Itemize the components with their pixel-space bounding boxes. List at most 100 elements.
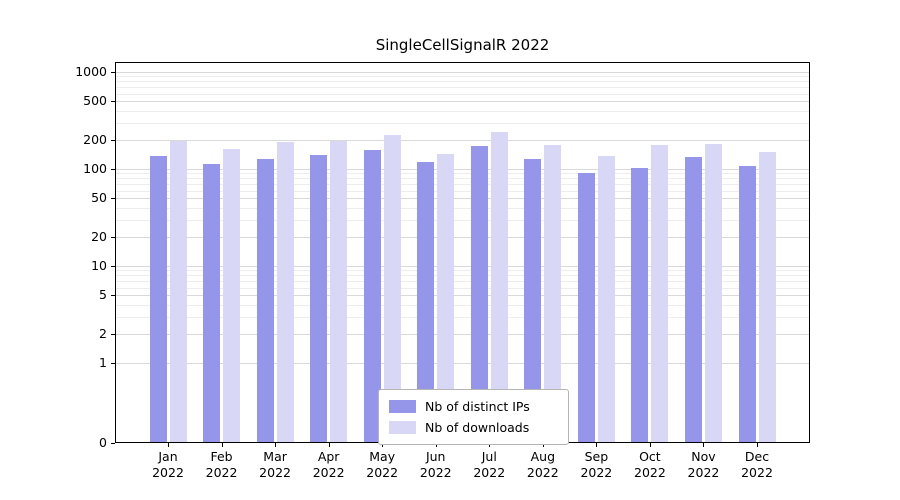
x-tick-label: Jan 2022 [152, 449, 184, 480]
y-tick-label: 500 [83, 93, 107, 109]
y-tick-mark [111, 443, 115, 444]
chart-legend: Nb of distinct IPs Nb of downloads [378, 389, 569, 445]
major-gridline [116, 363, 809, 364]
major-gridline [116, 295, 809, 297]
y-tick-mark [111, 333, 115, 335]
major-gridline [116, 333, 809, 335]
bar-nb-of-downloads-jun [437, 154, 455, 443]
y-tick-mark [111, 72, 115, 73]
minor-gridline [116, 178, 809, 180]
x-tick-mark [435, 443, 437, 447]
major-gridline [116, 139, 809, 141]
minor-gridline [116, 270, 809, 272]
bar-nb-of-distinct-ips-nov [684, 157, 702, 443]
y-tick-mark [111, 266, 115, 267]
legend-item-downloads: Nb of downloads [389, 417, 558, 438]
x-tick-label: Mar 2022 [259, 449, 291, 480]
x-tick-mark [275, 443, 277, 447]
major-gridline [116, 169, 809, 170]
x-tick-mark [596, 443, 598, 447]
legend-label-distinct-ips: Nb of distinct IPs [425, 399, 530, 414]
bar-nb-of-downloads-jan [169, 140, 187, 443]
legend-item-distinct-ips: Nb of distinct IPs [389, 396, 558, 417]
x-tick-mark [382, 443, 384, 447]
bar-nb-of-downloads-nov [704, 143, 722, 443]
x-tick-label: Feb 2022 [205, 449, 238, 480]
minor-gridline [116, 184, 809, 186]
y-tick-mark [111, 139, 115, 141]
legend-swatch-downloads [389, 421, 416, 434]
x-tick-label: Nov 2022 [687, 449, 720, 480]
major-gridline [116, 266, 809, 267]
bar-nb-of-downloads-sep [597, 156, 615, 443]
minor-gridline [116, 81, 809, 83]
y-tick-mark [111, 101, 115, 103]
bar-nb-of-downloads-aug [544, 145, 562, 443]
major-gridline [116, 198, 809, 200]
x-tick-label: Aug 2022 [526, 449, 559, 480]
minor-gridline [116, 190, 809, 192]
bar-nb-of-distinct-ips-jan [149, 156, 167, 443]
bar-nb-of-distinct-ips-dec [738, 165, 756, 443]
major-gridline [116, 72, 809, 73]
y-tick-mark [111, 169, 115, 170]
bar-nb-of-distinct-ips-jun [417, 162, 435, 443]
y-tick-label: 1 [99, 355, 107, 370]
legend-swatch-distinct-ips [389, 400, 416, 413]
minor-gridline [116, 122, 809, 124]
x-tick-label: Oct 2022 [634, 449, 666, 480]
minor-gridline [116, 76, 809, 78]
bar-nb-of-distinct-ips-feb [203, 164, 221, 443]
chart-title: SingleCellSignalR 2022 [375, 36, 550, 54]
bar-nb-of-downloads-feb [223, 148, 241, 443]
x-tick-mark [221, 443, 223, 447]
y-tick-label: 10 [91, 258, 107, 273]
bar-nb-of-downloads-mar [276, 141, 294, 443]
minor-gridline [116, 87, 809, 89]
bar-nb-of-downloads-apr [330, 140, 348, 443]
y-tick-label: 20 [91, 228, 107, 244]
y-tick-label: 50 [91, 190, 107, 206]
y-tick-mark [111, 295, 115, 297]
bar-nb-of-distinct-ips-aug [524, 159, 542, 443]
bar-nb-of-downloads-may [383, 135, 401, 443]
y-tick-mark [111, 236, 115, 238]
bar-nb-of-distinct-ips-oct [631, 167, 649, 443]
x-tick-label: Apr 2022 [312, 449, 345, 480]
bar-nb-of-distinct-ips-jul [470, 146, 488, 443]
minor-gridline [116, 93, 809, 95]
minor-gridline [116, 275, 809, 277]
bar-nb-of-distinct-ips-may [363, 149, 381, 443]
minor-gridline [116, 316, 809, 318]
bar-nb-of-downloads-dec [758, 152, 776, 443]
bar-nb-of-downloads-oct [651, 144, 669, 443]
minor-gridline [116, 281, 809, 283]
major-gridline [116, 101, 809, 103]
minor-gridline [116, 304, 809, 306]
x-tick-mark [168, 443, 169, 447]
x-tick-label: Jun 2022 [419, 449, 452, 480]
x-tick-mark [649, 443, 651, 447]
minor-gridline [116, 110, 809, 112]
y-tick-mark [111, 198, 115, 200]
x-tick-mark [489, 443, 491, 447]
y-tick-label: 0 [99, 435, 107, 450]
legend-label-downloads: Nb of downloads [425, 420, 530, 435]
x-tick-mark [757, 443, 758, 447]
bar-nb-of-distinct-ips-apr [310, 155, 328, 443]
x-tick-label: Jul 2022 [473, 449, 506, 480]
y-tick-label: 5 [99, 287, 107, 303]
x-tick-mark [703, 443, 705, 447]
y-tick-label: 200 [83, 131, 107, 147]
x-tick-mark [542, 443, 544, 447]
major-gridline [116, 236, 809, 238]
minor-gridline [116, 207, 809, 209]
x-tick-label: Sep 2022 [580, 449, 613, 480]
y-tick-label: 2 [99, 325, 107, 341]
bar-nb-of-distinct-ips-mar [256, 158, 274, 443]
y-tick-mark [111, 363, 115, 364]
x-tick-mark [328, 443, 330, 447]
x-tick-label: Dec 2022 [741, 449, 773, 480]
bar-nb-of-distinct-ips-sep [577, 172, 595, 443]
